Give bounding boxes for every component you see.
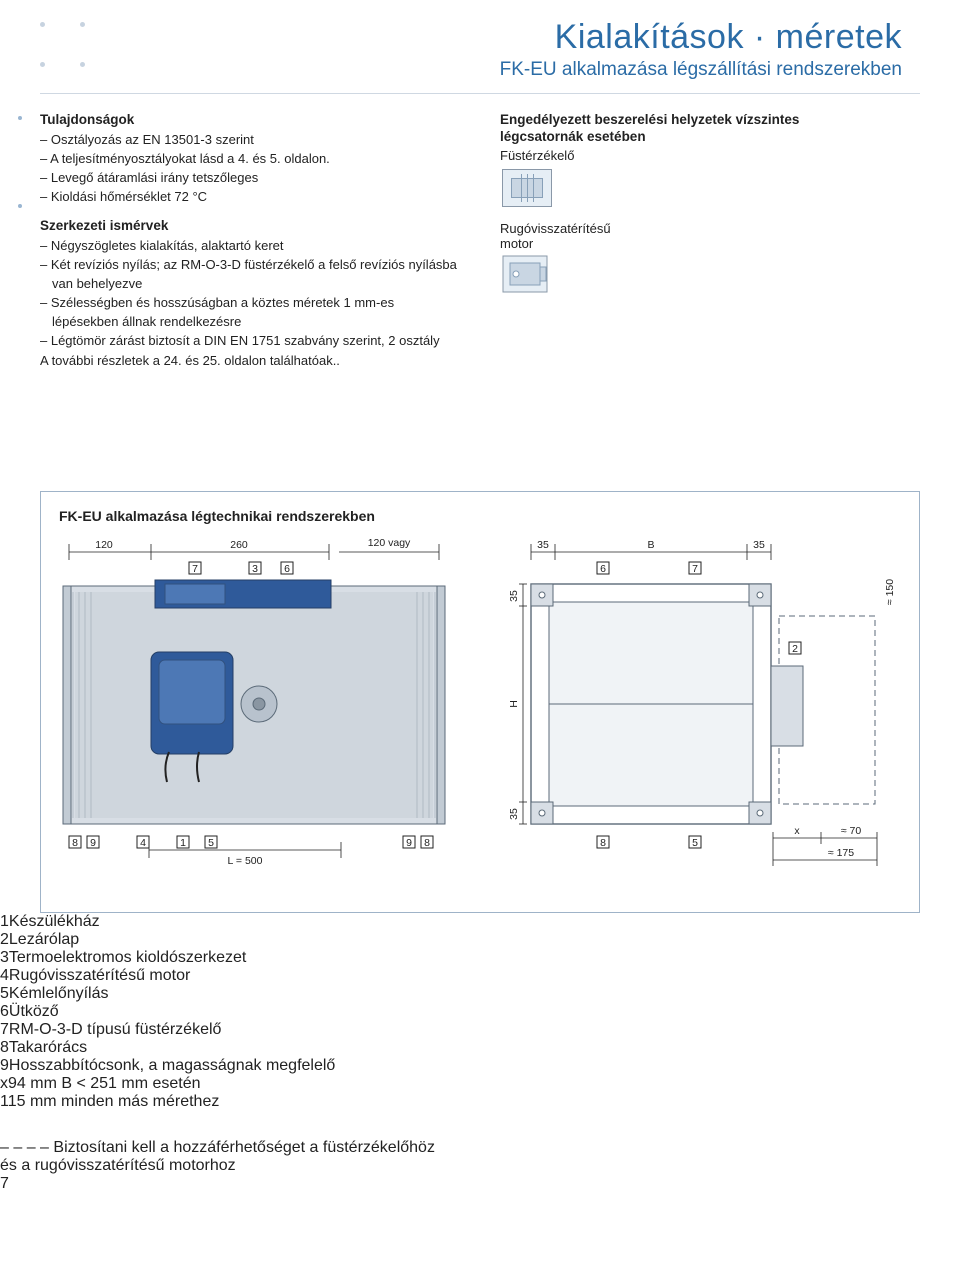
list-item: Levegő átáramlási irány tetszőleges xyxy=(40,169,460,188)
list-item: Légtömör zárást biztosít a DIN EN 1751 s… xyxy=(40,332,460,351)
damper-icon xyxy=(502,169,552,207)
page-title: Kialakítások · méretek xyxy=(0,18,902,57)
properties-heading: Tulajdonságok xyxy=(40,112,460,127)
list-item: Kioldási hőmérséklet 72 °C xyxy=(40,188,460,207)
right-column: Engedélyezett beszerelési helyzetek vízs… xyxy=(500,112,920,371)
svg-text:35: 35 xyxy=(753,539,765,551)
legend-right: x94 mm B < 251 mm esetén 115 mm minden m… xyxy=(0,1075,960,1175)
list-item: Osztályozás az EN 13501-3 szerint xyxy=(40,131,460,150)
left-column: Tulajdonságok Osztályozás az EN 13501-3 … xyxy=(40,112,460,371)
legend-row: 1Készülékház 2Lezárólap 3Termoelektromos… xyxy=(0,913,960,1175)
svg-text:9: 9 xyxy=(90,837,96,849)
svg-text:8: 8 xyxy=(72,837,78,849)
svg-text:1: 1 xyxy=(180,837,186,849)
svg-text:35: 35 xyxy=(508,808,520,820)
svg-text:2: 2 xyxy=(792,643,798,655)
properties-list: Osztályozás az EN 13501-3 szerint A telj… xyxy=(40,131,460,206)
technical-drawing-box: FK-EU alkalmazása légtechnikai rendszere… xyxy=(40,491,920,913)
svg-text:260: 260 xyxy=(230,539,248,551)
legend-x-2: 115 mm minden más mérethez xyxy=(0,1093,219,1110)
svg-text:6: 6 xyxy=(284,563,290,575)
page-header: Kialakítások · méretek FK-EU alkalmazása… xyxy=(0,0,960,93)
svg-text:8: 8 xyxy=(600,837,606,849)
structure-heading: Szerkezeti ismérvek xyxy=(40,218,460,233)
svg-text:8: 8 xyxy=(424,837,430,849)
svg-text:5: 5 xyxy=(208,837,214,849)
svg-text:35: 35 xyxy=(537,539,549,551)
diagram-right: 35 B 35 6 7 xyxy=(501,534,901,894)
two-column-body: Tulajdonságok Osztályozás az EN 13501-3 … xyxy=(0,112,960,371)
page-subtitle: FK-EU alkalmazása légszállítási rendszer… xyxy=(0,59,902,81)
callout: 7 xyxy=(189,562,201,575)
svg-text:9: 9 xyxy=(406,837,412,849)
install-heading-1: Engedélyezett beszerelési helyzetek vízs… xyxy=(500,112,920,127)
svg-text:3: 3 xyxy=(252,563,258,575)
motor-label-2: motor xyxy=(500,236,920,251)
legend-dash-2: és a rugóvisszatérítésű motorhoz xyxy=(0,1157,236,1174)
svg-text:≈ 70: ≈ 70 xyxy=(841,825,862,837)
svg-text:4: 4 xyxy=(140,837,146,849)
svg-text:120 vagy: 120 vagy xyxy=(368,537,411,549)
motor-label-1: Rugóvisszatérítésű xyxy=(500,221,920,236)
svg-text:6: 6 xyxy=(600,563,606,575)
legend-text: Készülékház xyxy=(9,913,100,930)
legend-x-1: 94 mm B < 251 mm esetén xyxy=(8,1075,201,1092)
smoke-detector-label: Füstérzékelő xyxy=(500,148,920,163)
list-item: Két revíziós nyílás; az RM-O-3-D füstérz… xyxy=(40,256,460,294)
list-item: A teljesítményosztályokat lásd a 4. és 5… xyxy=(40,150,460,169)
svg-text:≈ 150: ≈ 150 xyxy=(884,579,896,605)
legend-left: 1Készülékház 2Lezárólap 3Termoelektromos… xyxy=(0,913,960,1075)
svg-text:H: H xyxy=(508,700,520,708)
svg-text:x: x xyxy=(794,825,800,837)
svg-text:120: 120 xyxy=(95,539,113,551)
svg-text:7: 7 xyxy=(692,563,698,575)
list-item: Négyszögletes kialakítás, alaktartó kere… xyxy=(40,237,460,256)
diagram-left: 120 260 120 vagy 7 3 6 xyxy=(59,534,479,894)
svg-text:5: 5 xyxy=(692,837,698,849)
svg-text:B: B xyxy=(647,539,654,551)
svg-text:7: 7 xyxy=(192,563,198,575)
further-details: A további részletek a 24. és 25. oldalon… xyxy=(40,352,460,371)
install-heading-2: légcsatornák esetében xyxy=(500,129,920,144)
svg-text:L = 500: L = 500 xyxy=(228,855,263,867)
page-number: 7 xyxy=(0,1175,960,1193)
list-item: Szélességben és hosszúságban a köztes mé… xyxy=(40,294,460,332)
structure-list: Négyszögletes kialakítás, alaktartó kere… xyxy=(40,237,460,350)
svg-text:35: 35 xyxy=(508,590,520,602)
svg-text:≈ 175: ≈ 175 xyxy=(828,847,854,859)
drawing-title: FK-EU alkalmazása légtechnikai rendszere… xyxy=(59,508,901,524)
header-rule xyxy=(40,93,920,94)
motor-icon xyxy=(502,255,548,293)
legend-dash-1: Biztosítani kell a hozzáférhetőséget a f… xyxy=(53,1139,435,1156)
